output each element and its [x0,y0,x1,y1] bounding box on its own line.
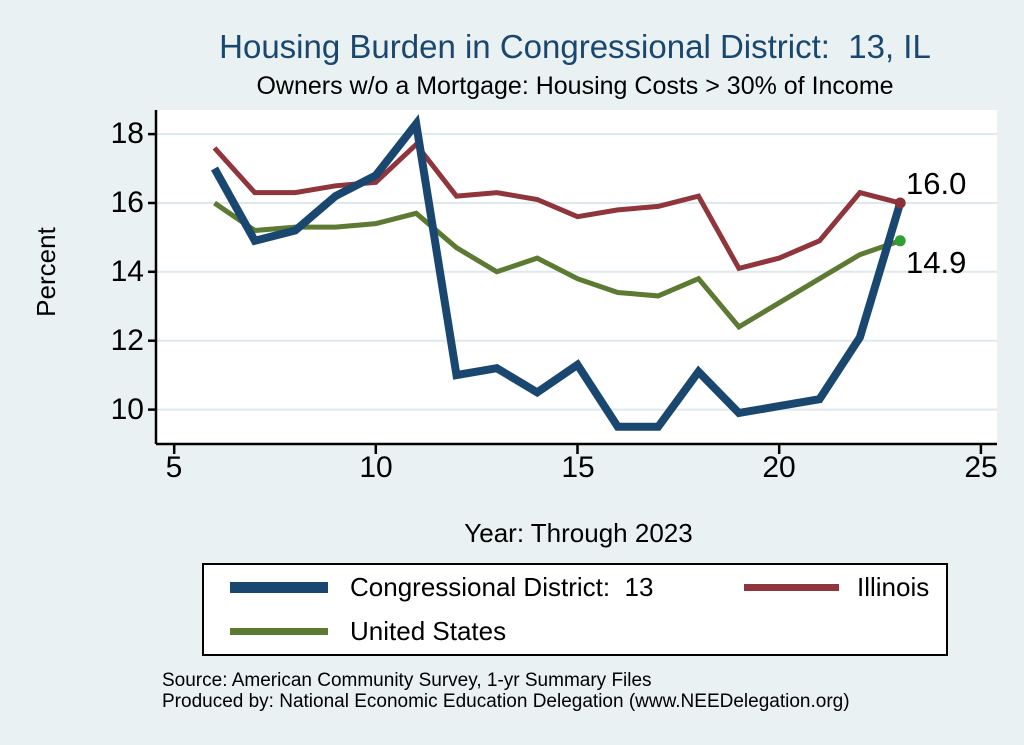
source-line-1: Source: American Community Survey, 1-yr … [162,670,652,691]
series-line-1 [212,140,901,272]
chart-title: Housing Burden in Congressional District… [219,28,931,65]
legend-row-1: Congressional District: 13 Illinois [204,570,946,604]
series-line-2 [211,114,905,431]
legend-swatch-congressional-district [230,581,328,593]
end-value-label-us: 14.9 [906,245,967,280]
series-line-0 [213,200,902,331]
y-tick-label-12: 12 [110,324,144,357]
x-tick-label-5: 5 [165,451,183,484]
legend-label-united-states: United States [350,616,507,647]
legend-row-2: United States [204,615,946,649]
x-tick-label-15: 15 [561,451,595,484]
end-marker-0 [894,235,906,247]
legend-swatch-united-states [230,628,328,636]
y-axis-title: Percent [31,227,61,317]
x-tick-label-20: 20 [762,451,796,484]
x-axis-title: Year: Through 2023 [464,518,693,548]
legend: Congressional District: 13 Illinois Unit… [202,563,948,656]
x-tick-label-10: 10 [359,451,393,484]
legend-label-congressional-district: Congressional District: 13 [350,571,654,602]
x-tick-label-25: 25 [964,451,998,484]
y-tick-label-18: 18 [110,117,144,150]
y-tick-label-10: 10 [110,393,144,426]
chart-subtitle: Owners w/o a Mortgage: Housing Costs > 3… [256,72,894,100]
y-tick-label-16: 16 [110,186,144,219]
source-note: Source: American Community Survey, 1-yr … [162,670,850,712]
end-value-label-district: 16.0 [906,166,967,201]
source-line-2: Produced by: National Economic Education… [162,691,850,712]
legend-label-illinois: Illinois [857,571,930,602]
legend-swatch-illinois [744,583,839,591]
y-tick-label-14: 14 [110,255,144,288]
line-chart-plot-area [148,110,997,454]
end-marker-1 [894,197,906,209]
